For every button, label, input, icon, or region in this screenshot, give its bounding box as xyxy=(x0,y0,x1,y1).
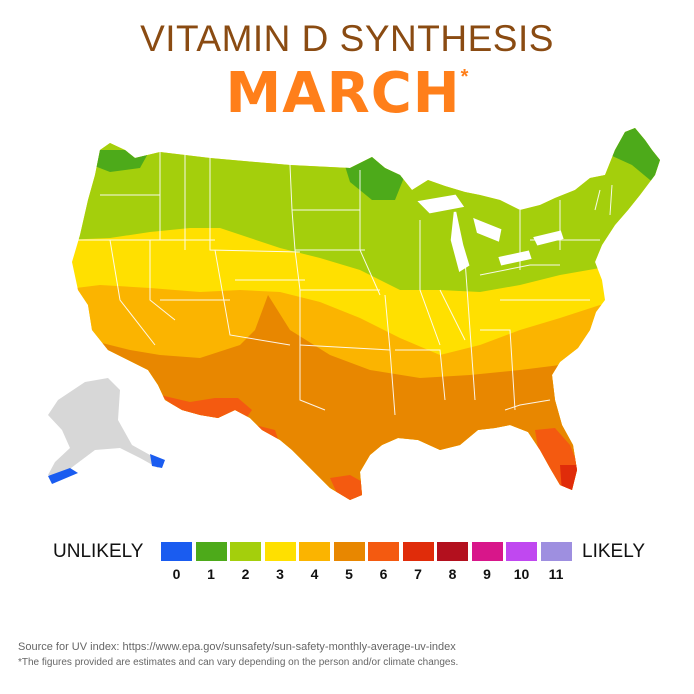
legend-swatch-4 xyxy=(299,542,330,561)
legend-swatch-2 xyxy=(230,542,261,561)
state-borders xyxy=(78,152,613,416)
legend-swatch-5 xyxy=(333,542,365,561)
legend-unlikely-label: UNLIKELY xyxy=(53,541,144,562)
legend-value-6: 6 xyxy=(379,566,388,582)
legend-value-7: 7 xyxy=(414,566,422,582)
alaska xyxy=(48,378,165,484)
legend-value-8: 8 xyxy=(448,566,457,582)
legend-value-2: 2 xyxy=(241,566,250,582)
alaska-uv-0-aleutians xyxy=(48,468,78,484)
legend-swatch-11 xyxy=(540,542,572,561)
uv-band-6-south-texas xyxy=(330,475,368,500)
source-citation: Source for UV index: https://www.epa.gov… xyxy=(18,641,456,653)
legend-value-4: 4 xyxy=(310,566,319,582)
legend-swatch-3 xyxy=(264,542,296,561)
great-lakes xyxy=(417,194,564,272)
month-label: MARCH xyxy=(225,61,461,126)
disclaimer-note: *The figures provided are estimates and … xyxy=(18,657,459,668)
legend-swatch-10 xyxy=(506,542,537,561)
legend-value-0: 0 xyxy=(172,566,181,582)
legend-swatch-9 xyxy=(471,542,503,561)
month-footnote-marker: * xyxy=(460,66,469,88)
uv-band-7-florida-tip xyxy=(560,465,582,495)
legend-swatch-8 xyxy=(437,542,468,561)
legend-value-11: 11 xyxy=(548,566,564,582)
alaska-uv-0-panhandle xyxy=(150,454,165,468)
legend-swatch-7 xyxy=(402,542,434,561)
legend-swatch-1 xyxy=(195,542,227,561)
us-uv-map xyxy=(48,128,660,500)
legend-likely-label: LIKELY xyxy=(582,541,646,562)
uv-band-1-maine xyxy=(600,128,660,200)
legend-swatch-0 xyxy=(161,542,192,561)
legend-value-5: 5 xyxy=(345,566,353,582)
legend-value-1: 1 xyxy=(207,566,215,582)
page-title: VITAMIN D SYNTHESIS xyxy=(140,18,554,59)
legend-value-9: 9 xyxy=(483,566,491,582)
legend-swatch-6 xyxy=(368,542,399,561)
legend-value-10: 10 xyxy=(513,566,530,582)
month-heading: MARCH* xyxy=(0,66,694,122)
legend-value-3: 3 xyxy=(276,566,284,582)
